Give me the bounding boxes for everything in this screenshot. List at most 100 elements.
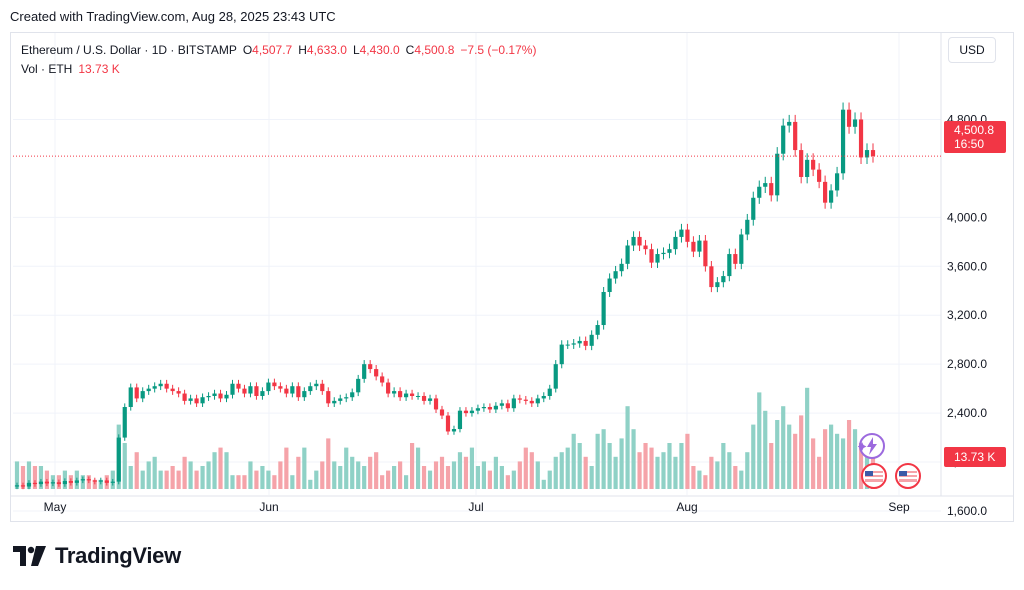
currency-button[interactable]: USD	[948, 37, 996, 63]
candle-body	[128, 387, 133, 407]
volume-bar	[601, 429, 606, 489]
candle-body	[757, 186, 762, 198]
us-flag-event-icon-2[interactable]	[894, 462, 922, 490]
candle-body	[200, 397, 205, 404]
candle-body	[224, 394, 229, 399]
candle-body	[697, 240, 702, 252]
volume-bar	[547, 470, 552, 489]
candle-body	[846, 109, 852, 127]
volume-bar	[858, 443, 864, 489]
candle-body	[236, 383, 241, 389]
candle-body	[445, 415, 451, 432]
volume-bar	[38, 466, 44, 489]
volume-bar	[158, 470, 163, 489]
volume-bar	[745, 452, 750, 489]
candle-body	[122, 407, 127, 438]
y-tick-label: 4,000.0	[947, 210, 987, 224]
us-flag-event-icon[interactable]	[860, 462, 888, 490]
candle-body	[386, 382, 391, 394]
candle-body	[176, 391, 181, 394]
volume-bar	[98, 479, 103, 489]
x-tick-label: May	[44, 500, 67, 514]
volume-bar	[787, 424, 792, 489]
candle-body	[589, 334, 594, 346]
volume-bar	[769, 443, 774, 489]
volume-bar	[248, 461, 253, 489]
legend-close-label: C	[405, 43, 415, 57]
volume-bar	[200, 466, 205, 489]
candle-body	[350, 392, 355, 398]
legend-symbol[interactable]: Ethereum / U.S. Dollar · 1D · BITSTAMP	[21, 43, 237, 57]
candle-body	[679, 229, 684, 237]
volume-bar	[326, 438, 331, 489]
volume-bar	[296, 456, 301, 489]
candle-body	[116, 437, 121, 482]
volume-bar	[775, 420, 780, 489]
volume-bar	[439, 456, 445, 489]
volume-bar	[583, 456, 588, 489]
candle-body	[308, 386, 313, 392]
candle-body	[218, 393, 223, 399]
volume-bar	[739, 470, 744, 489]
candle-body	[451, 429, 457, 432]
candle-body	[415, 395, 421, 397]
volume-bar	[697, 470, 702, 489]
volume-bar	[152, 456, 157, 489]
volume-bar	[864, 438, 870, 489]
volume-bar	[487, 470, 492, 489]
candle-body	[870, 150, 876, 157]
candle-body	[787, 121, 792, 126]
candle-body	[92, 480, 97, 482]
candle-body	[559, 344, 564, 365]
candle-body	[248, 386, 253, 394]
volume-bar	[427, 470, 433, 489]
volume-bar	[757, 392, 762, 489]
volume-bar	[374, 452, 379, 489]
candle-body	[296, 386, 301, 398]
chart-area[interactable]: 1,600.02,000.02,400.02,800.03,200.03,600…	[10, 32, 1014, 522]
candle-body	[98, 480, 103, 482]
legend-volume-label[interactable]: Vol · ETH	[21, 62, 73, 76]
lightning-event-icon[interactable]	[858, 432, 886, 460]
candle-body	[338, 398, 343, 401]
candle-body	[571, 343, 576, 345]
candle-body	[427, 398, 433, 401]
volume-bar	[236, 475, 241, 489]
volume-bar	[691, 466, 696, 489]
candle-body	[613, 271, 618, 279]
candle-body	[691, 241, 696, 252]
volume-bar	[415, 447, 421, 489]
volume-bar	[571, 433, 576, 489]
volume-bar	[595, 433, 600, 489]
candle-body	[463, 410, 469, 414]
volume-bar	[230, 475, 235, 489]
candle-body	[403, 393, 409, 398]
candle-body	[852, 119, 858, 127]
volume-bar	[811, 438, 816, 489]
y-tick-label: 3,200.0	[947, 308, 987, 322]
volume-bar	[781, 406, 786, 489]
volume-bar	[475, 466, 481, 489]
candle-body	[655, 254, 660, 263]
candle-body	[74, 480, 79, 483]
candle-body	[541, 395, 546, 399]
candle-body	[158, 383, 163, 387]
candle-body	[62, 481, 67, 485]
volume-bar	[727, 452, 732, 489]
volume-bar	[26, 461, 32, 489]
volume-bar	[589, 466, 594, 489]
candle-body	[362, 364, 367, 379]
price-chart[interactable]: 1,600.02,000.02,400.02,800.03,200.03,600…	[11, 33, 1013, 521]
candle-body	[595, 325, 600, 335]
legend-high-value: 4,633.0	[306, 43, 347, 57]
volume-bar	[308, 479, 313, 489]
candle-body	[278, 386, 283, 389]
brand-logo[interactable]: TradingView	[13, 543, 181, 568]
volume-bar	[338, 466, 343, 489]
last-price-value: 4,500.8	[954, 123, 995, 137]
x-tick-label: Aug	[676, 500, 697, 514]
brand-name: TradingView	[55, 543, 181, 568]
candle-body	[505, 403, 510, 409]
candle-body	[284, 388, 289, 394]
candle-body	[409, 393, 415, 396]
